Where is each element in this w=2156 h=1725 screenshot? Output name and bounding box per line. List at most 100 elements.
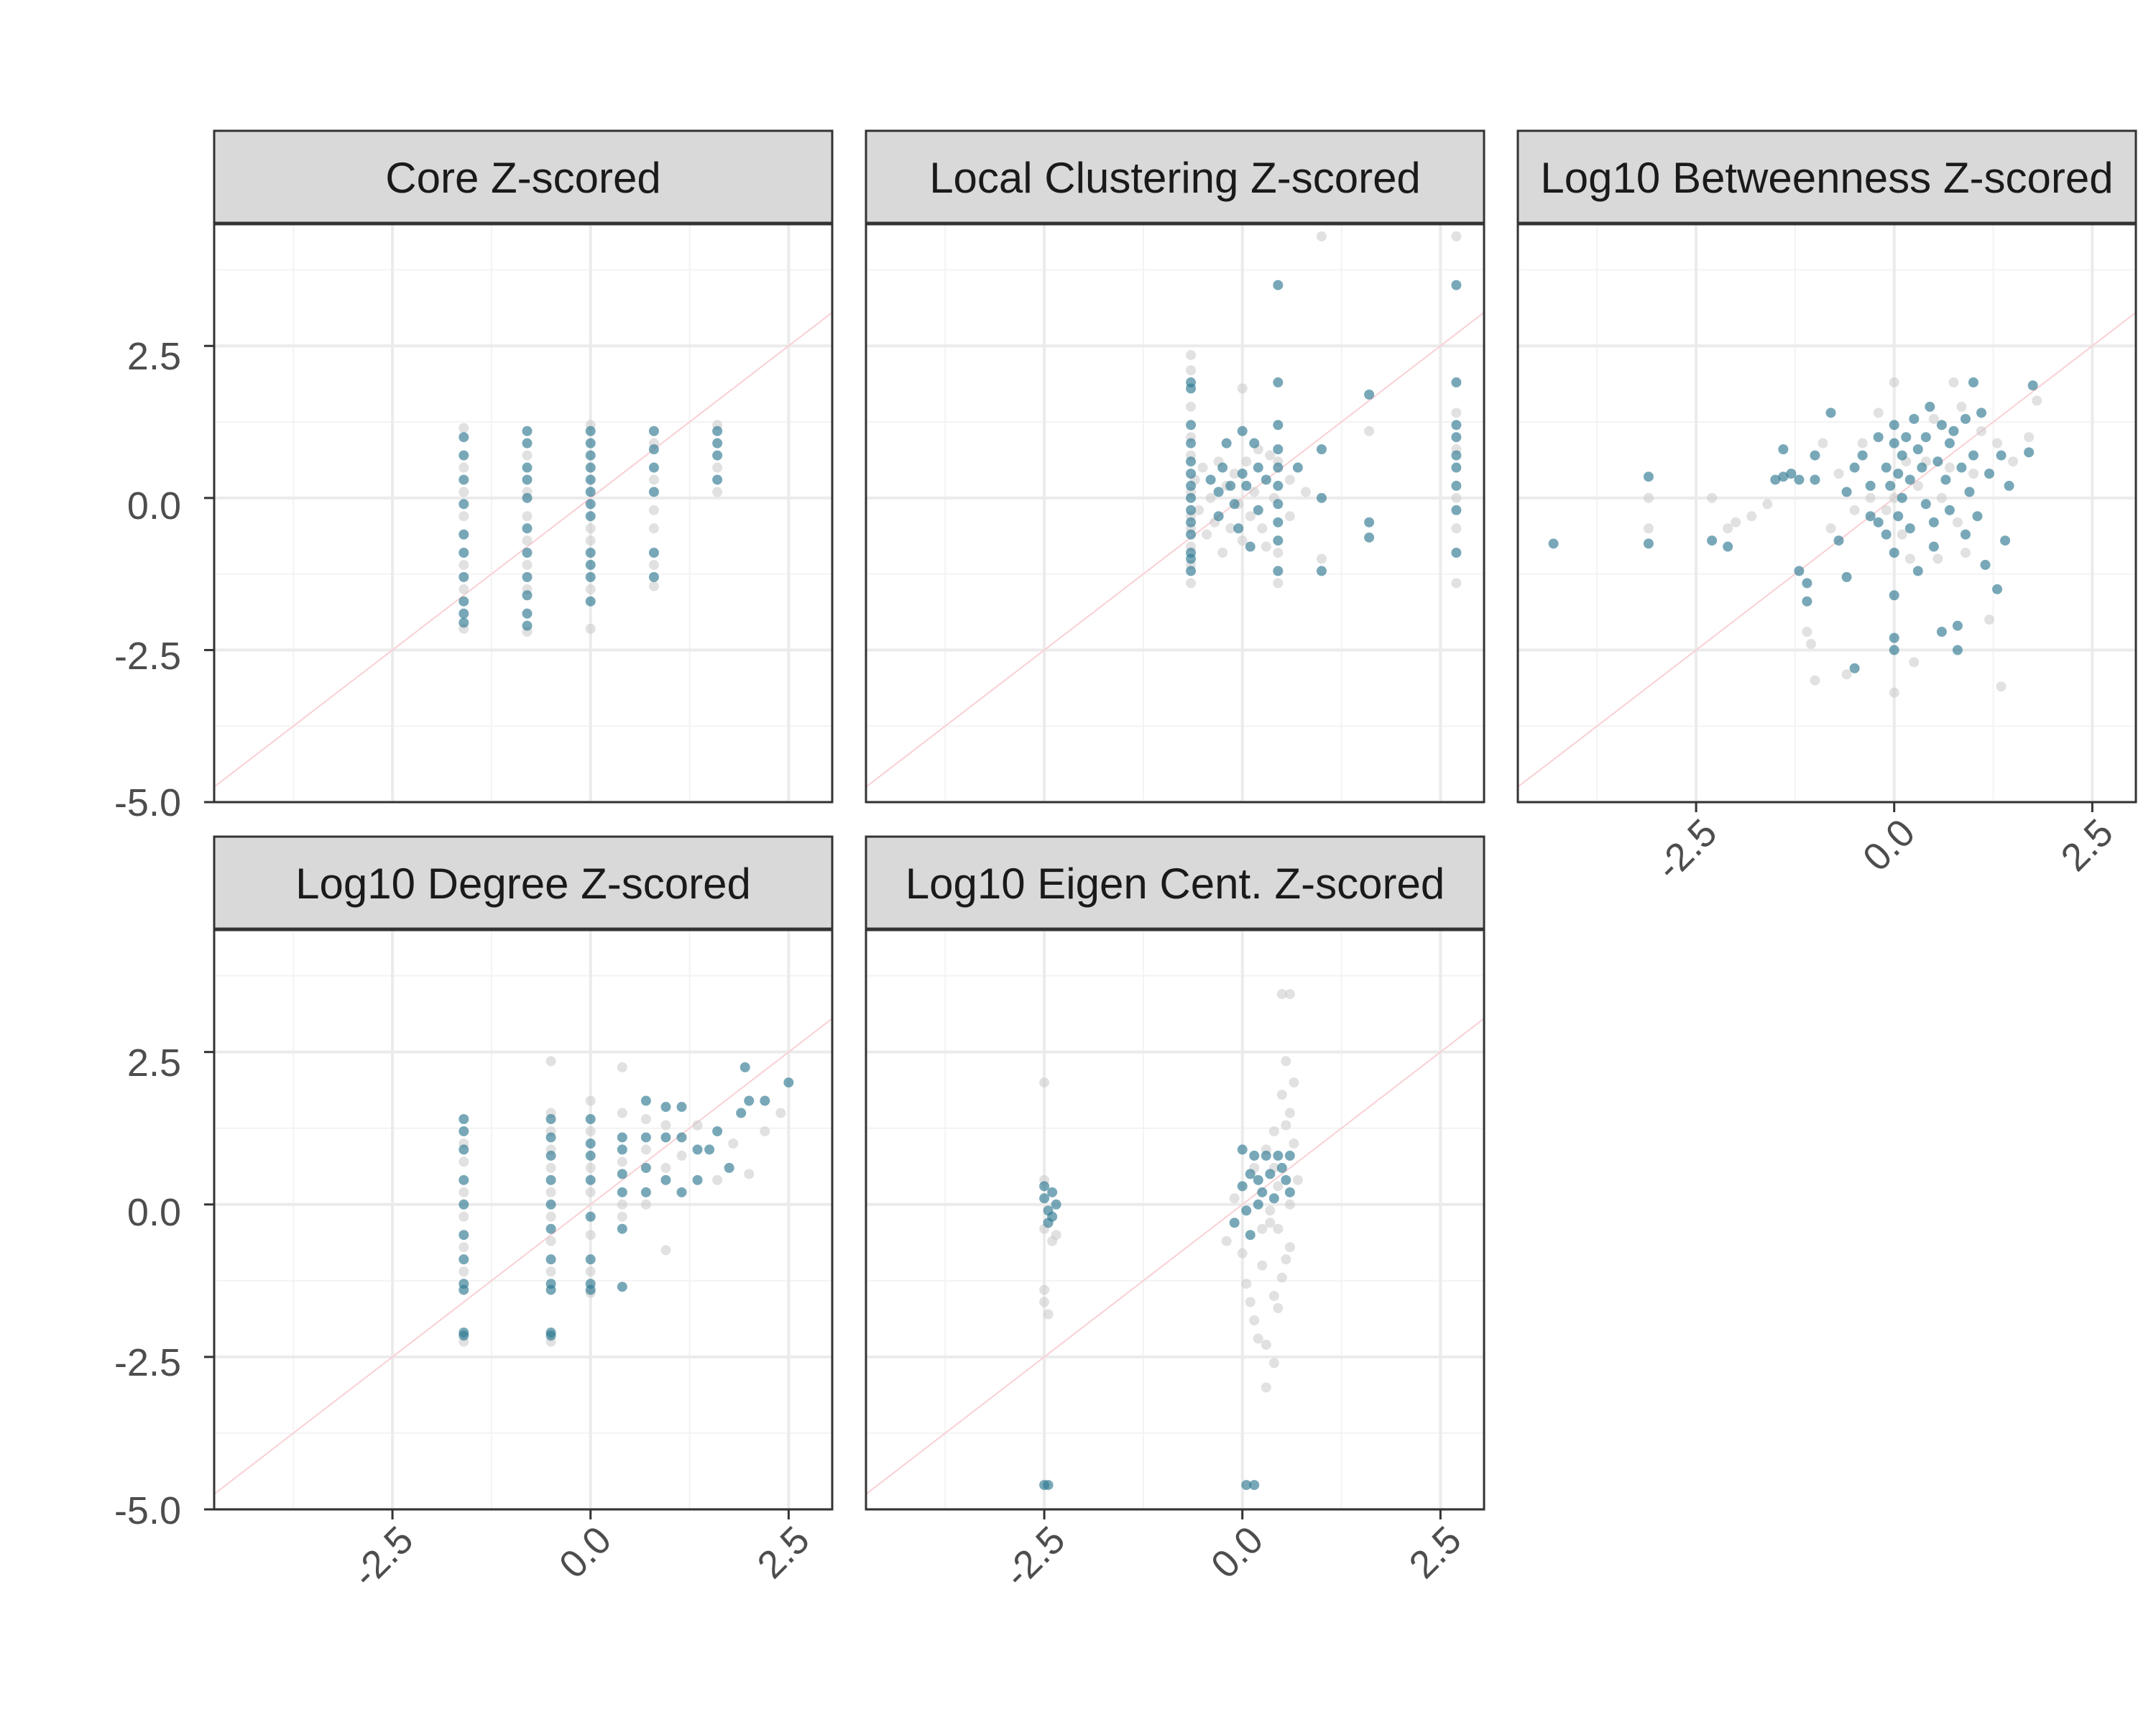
- point-highlight: [1810, 474, 1820, 485]
- point-highlight: [1865, 480, 1876, 491]
- point-background: [1276, 1272, 1287, 1283]
- point-highlight: [692, 1174, 703, 1185]
- point-background: [585, 1187, 596, 1197]
- point-highlight: [1889, 420, 1899, 431]
- point-highlight: [1245, 541, 1256, 552]
- point-highlight: [585, 487, 596, 497]
- scatter-points: [1039, 989, 1303, 1491]
- point-background: [617, 1199, 627, 1210]
- point-background: [1825, 523, 1836, 534]
- point-highlight: [585, 1211, 596, 1222]
- point-highlight: [1451, 450, 1462, 461]
- panel-border: [865, 929, 1485, 1511]
- point-background: [1245, 511, 1256, 522]
- point-highlight: [1186, 480, 1197, 491]
- strip-background: [213, 129, 834, 224]
- point-highlight: [522, 426, 533, 436]
- point-highlight: [1229, 499, 1240, 510]
- point-background: [1841, 669, 1852, 680]
- point-highlight: [585, 1254, 596, 1265]
- point-highlight: [640, 1132, 651, 1143]
- strip-background: [865, 835, 1485, 930]
- point-background: [1364, 426, 1375, 436]
- point-highlight: [585, 511, 596, 522]
- point-highlight: [522, 438, 533, 448]
- point-background: [1996, 681, 2007, 692]
- point-highlight: [1253, 505, 1263, 515]
- point-highlight: [1451, 548, 1462, 558]
- point-background: [1273, 1181, 1284, 1192]
- point-background: [585, 523, 596, 534]
- point-highlight: [1273, 444, 1284, 455]
- point-background: [1904, 553, 1915, 564]
- point-highlight: [660, 1174, 671, 1185]
- point-highlight: [1273, 1150, 1284, 1161]
- point-highlight: [585, 1150, 596, 1161]
- point-background: [1217, 548, 1228, 558]
- point-highlight: [1451, 462, 1462, 473]
- point-highlight: [1925, 401, 1935, 412]
- point-highlight: [459, 1114, 469, 1125]
- point-background: [1948, 377, 1959, 388]
- point-highlight: [1273, 499, 1284, 510]
- point-highlight: [1770, 474, 1781, 485]
- point-background: [585, 1126, 596, 1136]
- facet-panel-log10-betweenness: Log10 Betweenness Z-scored: [1516, 129, 2137, 804]
- point-highlight: [1976, 408, 1986, 418]
- point-background: [545, 1266, 556, 1277]
- point-highlight: [585, 499, 596, 510]
- point-highlight: [648, 571, 659, 582]
- point-highlight: [1885, 480, 1896, 491]
- point-highlight: [1889, 632, 1899, 643]
- point-highlight: [1794, 566, 1805, 576]
- point-highlight: [648, 426, 659, 436]
- point-background: [459, 1242, 469, 1253]
- y-tick-label: -2.5: [114, 635, 181, 678]
- point-background: [1186, 401, 1197, 412]
- point-background: [1261, 1382, 1271, 1393]
- point-background: [1253, 1333, 1263, 1344]
- point-highlight: [545, 1114, 556, 1125]
- point-background: [1881, 505, 1892, 515]
- point-background: [640, 1114, 651, 1125]
- point-highlight: [585, 571, 596, 582]
- strip-background: [865, 129, 1485, 224]
- point-highlight: [1039, 1181, 1050, 1192]
- point-highlight: [1849, 663, 1860, 673]
- point-highlight: [1548, 538, 1559, 549]
- point-highlight: [1241, 480, 1252, 491]
- point-highlight: [545, 1150, 556, 1161]
- point-highlight: [640, 1095, 651, 1106]
- point-highlight: [585, 559, 596, 570]
- point-background: [459, 487, 469, 497]
- point-background: [1186, 578, 1197, 589]
- point-highlight: [1205, 474, 1216, 485]
- point-highlight: [2024, 447, 2035, 458]
- point-highlight: [712, 426, 723, 436]
- point-highlight: [1292, 462, 1303, 473]
- strip-background: [1516, 129, 2137, 224]
- point-highlight: [1257, 1187, 1268, 1197]
- point-highlight: [617, 1169, 627, 1179]
- strip-title: Local Clustering Z-scored: [929, 154, 1421, 202]
- point-highlight: [522, 608, 533, 619]
- plot-area: [866, 224, 1484, 802]
- point-highlight: [522, 523, 533, 534]
- point-background: [522, 535, 533, 546]
- point-highlight: [1273, 462, 1284, 473]
- point-background: [1936, 492, 1947, 503]
- point-background: [1237, 383, 1248, 394]
- point-highlight: [1889, 590, 1899, 601]
- point-highlight: [1928, 517, 1939, 528]
- point-highlight: [545, 1174, 556, 1185]
- point-background: [1202, 529, 1212, 540]
- y-tick-label: 0.0: [127, 1191, 181, 1234]
- point-background: [1810, 675, 1820, 686]
- point-highlight: [648, 487, 659, 497]
- point-background: [744, 1169, 755, 1179]
- point-highlight: [522, 620, 533, 631]
- y-tick-label: 2.5: [127, 1041, 181, 1085]
- panel-border: [213, 929, 834, 1511]
- point-highlight: [1273, 420, 1284, 431]
- point-highlight: [1778, 444, 1789, 455]
